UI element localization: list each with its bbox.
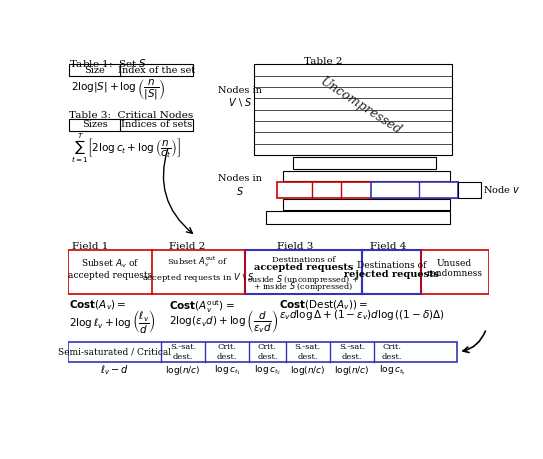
Text: Destinations of: Destinations of	[272, 256, 335, 264]
Text: $\log(n/c)$: $\log(n/c)$	[290, 364, 326, 376]
Text: Field 2: Field 2	[169, 242, 205, 251]
Text: Sizes: Sizes	[82, 120, 108, 129]
Text: Unused
randomness: Unused randomness	[427, 259, 483, 279]
Text: $\mathbf{Cost}(\mathrm{Dest}(A_v))=$: $\mathbf{Cost}(\mathrm{Dest}(A_v))=$	[279, 298, 368, 312]
Text: $2\log|S|+\log\left(\dfrac{n}{|S|}\right)$: $2\log|S|+\log\left(\dfrac{n}{|S|}\right…	[71, 78, 165, 101]
Text: S.-sat.
dest.: S.-sat. dest.	[339, 343, 365, 360]
Text: Nodes in
$V \setminus S$: Nodes in $V \setminus S$	[218, 86, 262, 109]
Text: $\ell_v - d$: $\ell_v - d$	[100, 363, 129, 377]
Bar	[70, 64, 193, 76]
Bar	[244, 250, 362, 294]
Text: Nodes in
$S$: Nodes in $S$	[218, 174, 262, 197]
Text: Subset $A_v^{\mathrm{out}}$ of
accepted requests in $V \setminus S$: Subset $A_v^{\mathrm{out}}$ of accepted …	[142, 254, 254, 284]
Bar	[254, 64, 451, 155]
Text: $2\log\ell_v+\log\left(\dfrac{\ell_v}{d}\right)$: $2\log\ell_v+\log\left(\dfrac{\ell_v}{d}…	[70, 308, 156, 336]
Bar	[458, 182, 481, 197]
Text: Node $v$: Node $v$	[483, 185, 521, 196]
Bar	[371, 182, 458, 197]
Text: accepted requests: accepted requests	[254, 263, 353, 272]
Text: Table 3:  Critical Nodes: Table 3: Critical Nodes	[70, 111, 194, 120]
Text: Field 4: Field 4	[370, 242, 407, 251]
Text: $\log(n/c)$: $\log(n/c)$	[165, 364, 201, 376]
Bar	[283, 171, 450, 181]
Text: $2\log(\varepsilon_v d)+\log\left(\dfrac{d}{\varepsilon_v d}\right)$: $2\log(\varepsilon_v d)+\log\left(\dfrac…	[169, 308, 278, 336]
Text: S.-sat.
dest.: S.-sat. dest.	[170, 343, 196, 360]
Text: + inside $S$ (compressed): + inside $S$ (compressed)	[254, 280, 353, 293]
Text: $\log(n/c)$: $\log(n/c)$	[334, 364, 370, 376]
Bar	[68, 342, 457, 362]
Text: $\log c_{t_k}$: $\log c_{t_k}$	[378, 363, 406, 377]
Text: $\mathbf{Cost}(A_v)=$: $\mathbf{Cost}(A_v)=$	[70, 298, 127, 312]
Text: $\log c_{t_2}$: $\log c_{t_2}$	[254, 363, 281, 377]
Text: Crit.
dest.: Crit. dest.	[382, 343, 402, 360]
Text: $\log c_{t_1}$: $\log c_{t_1}$	[213, 363, 241, 377]
Text: Indices of sets: Indices of sets	[121, 120, 192, 129]
Text: Semi-saturated / Critical: Semi-saturated / Critical	[58, 347, 171, 357]
Bar	[70, 119, 193, 130]
Text: Field 3: Field 3	[277, 242, 313, 251]
Bar	[293, 157, 436, 169]
Text: Size: Size	[84, 66, 105, 75]
Bar	[68, 250, 489, 294]
Text: $\sum_{t=1}^{T}\left[2\log c_t+\log\left(\dfrac{n}{c_t}\right)\right]$: $\sum_{t=1}^{T}\left[2\log c_t+\log\left…	[71, 132, 181, 165]
Text: Crit.
dest.: Crit. dest.	[217, 343, 237, 360]
Text: rejected requests: rejected requests	[344, 270, 439, 279]
Text: Field 1: Field 1	[72, 242, 108, 251]
Bar	[362, 250, 420, 294]
Bar	[277, 182, 458, 197]
Bar	[283, 199, 450, 210]
Text: Uncompressed: Uncompressed	[317, 75, 403, 137]
Text: ouside $S$ (uncompressed) +: ouside $S$ (uncompressed) +	[248, 273, 359, 286]
Text: Index of the set: Index of the set	[118, 66, 195, 75]
Text: Subset $A_v$ of
accepted requests: Subset $A_v$ of accepted requests	[67, 257, 152, 280]
Text: Table 2: Table 2	[304, 56, 343, 66]
Text: $\varepsilon_v d\log\Delta+(1-\varepsilon_v)d\log\left((1-\delta)\Delta\right)$: $\varepsilon_v d\log\Delta+(1-\varepsilo…	[279, 308, 445, 322]
Text: Crit.
dest.: Crit. dest.	[257, 343, 277, 360]
Text: S.-sat.
dest.: S.-sat. dest.	[295, 343, 321, 360]
Bar	[266, 212, 450, 224]
Text: Table 1:  Set $S$: Table 1: Set $S$	[70, 56, 148, 68]
Text: $\mathbf{Cost}(A_v^{\mathrm{out}})=$: $\mathbf{Cost}(A_v^{\mathrm{out}})=$	[169, 298, 234, 315]
Text: Destinations of: Destinations of	[357, 261, 426, 270]
